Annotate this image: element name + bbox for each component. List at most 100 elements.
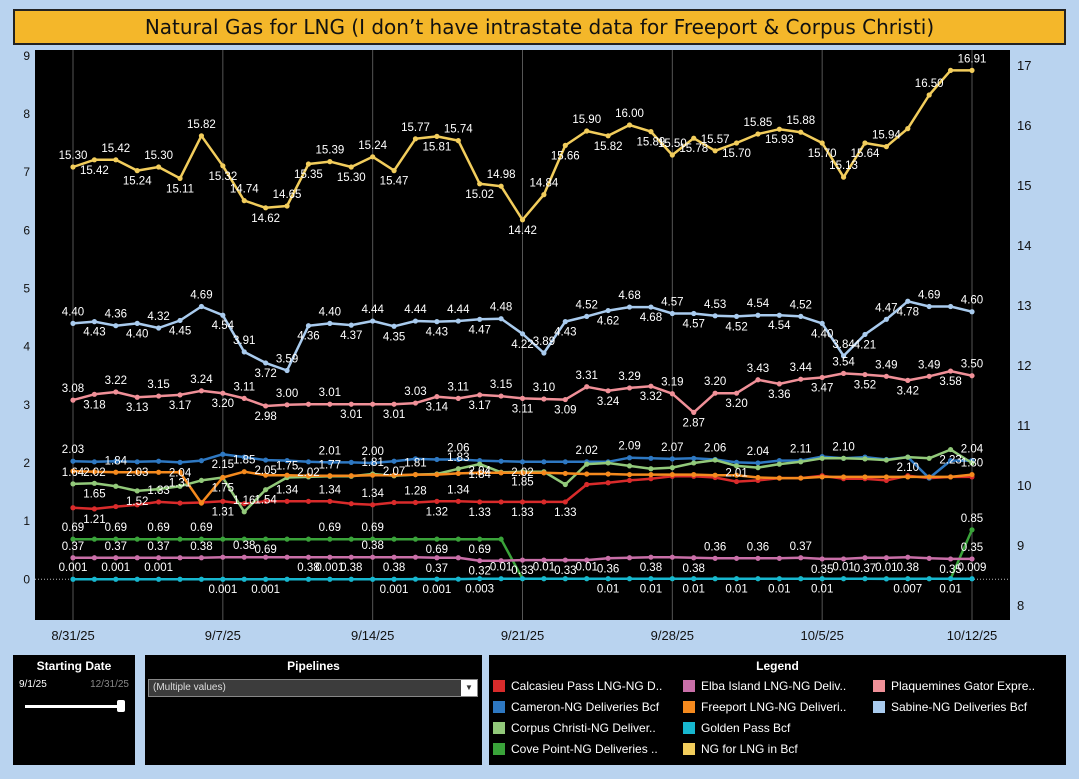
- data-label: 3.00: [276, 388, 298, 400]
- data-point: [862, 576, 868, 582]
- data-point: [263, 205, 269, 211]
- pipelines-select[interactable]: (Multiple values) ▼: [148, 679, 478, 697]
- data-label: 2.04: [169, 467, 192, 479]
- data-point: [177, 555, 183, 561]
- data-label: 3.91: [233, 335, 255, 347]
- legend-label: Elba Island LNG-NG Deliv..: [701, 678, 847, 693]
- legend-item[interactable]: [873, 719, 1063, 736]
- legend-item[interactable]: NG for LNG in Bcf: [683, 740, 873, 757]
- data-point: [327, 459, 333, 465]
- data-label: 4.47: [468, 324, 490, 336]
- data-point: [969, 576, 975, 582]
- data-label: 2.02: [576, 445, 598, 457]
- data-point: [798, 576, 804, 582]
- data-point: [113, 469, 119, 475]
- data-label: 15.81: [422, 141, 451, 153]
- data-point: [969, 67, 975, 73]
- data-point: [905, 298, 911, 304]
- data-point: [947, 576, 954, 582]
- legend-item[interactable]: Calcasieu Pass LNG-NG D..: [493, 677, 683, 694]
- data-label: 0.001: [380, 584, 409, 596]
- data-point: [284, 536, 290, 542]
- data-point: [284, 498, 290, 504]
- data-point: [776, 312, 782, 318]
- data-point: [969, 556, 975, 562]
- data-label: 15.93: [765, 134, 794, 146]
- data-point: [434, 555, 440, 561]
- data-point: [91, 576, 98, 582]
- data-point: [648, 383, 654, 389]
- data-point: [348, 536, 354, 542]
- legend-item[interactable]: Corpus Christi-NG Deliver..: [493, 719, 683, 736]
- dropdown-arrow-icon[interactable]: ▼: [461, 680, 477, 696]
- date-slider-handle[interactable]: [117, 700, 125, 712]
- data-point: [370, 472, 376, 478]
- data-point: [156, 458, 162, 464]
- data-label: 0.69: [190, 522, 212, 534]
- y-right-tick-label: 17: [1017, 58, 1031, 73]
- data-point: [434, 536, 440, 542]
- legend-item[interactable]: Golden Pass Bcf: [683, 719, 873, 736]
- data-point: [819, 576, 825, 582]
- legend-item[interactable]: Plaquemines Gator Expre..: [873, 677, 1063, 694]
- data-point: [327, 320, 333, 326]
- legend-item[interactable]: Elba Island LNG-NG Deliv..: [683, 677, 873, 694]
- legend-item[interactable]: Cove Point-NG Deliveries ..: [493, 740, 683, 757]
- data-label: 3.49: [918, 359, 940, 371]
- data-point: [134, 168, 140, 174]
- data-point: [370, 154, 376, 160]
- data-point: [241, 509, 247, 515]
- data-point: [883, 144, 889, 150]
- data-label: 0.36: [747, 541, 769, 553]
- data-point: [840, 174, 847, 180]
- data-point: [626, 463, 633, 469]
- legend-item[interactable]: Cameron-NG Deliveries Bcf: [493, 698, 683, 715]
- legend-item[interactable]: Freeport LNG-NG Deliveri..: [683, 698, 873, 715]
- data-point: [498, 536, 504, 542]
- data-label: 4.45: [169, 325, 191, 337]
- data-point: [819, 374, 825, 381]
- data-point: [819, 320, 825, 326]
- data-point: [113, 458, 119, 464]
- data-point: [669, 456, 675, 462]
- data-label: 15.02: [465, 189, 494, 201]
- data-point: [477, 392, 483, 398]
- data-label: 3.20: [212, 398, 234, 410]
- data-point: [70, 505, 76, 511]
- data-point: [263, 536, 269, 542]
- data-point: [305, 554, 312, 560]
- data-point: [605, 576, 611, 582]
- y-right-tick-label: 16: [1017, 118, 1031, 133]
- data-point: [733, 555, 740, 561]
- start-date-to: 12/31/25: [90, 679, 129, 690]
- data-point: [733, 478, 740, 485]
- data-point: [776, 126, 782, 132]
- data-point: [819, 556, 825, 562]
- data-point: [412, 400, 419, 406]
- data-point: [327, 498, 333, 504]
- x-tick-label: 10/5/25: [800, 628, 843, 643]
- data-point: [691, 471, 697, 478]
- data-point: [498, 576, 504, 582]
- y-left-tick-label: 2: [23, 456, 30, 470]
- data-label: 15.47: [380, 176, 409, 188]
- data-point: [712, 472, 718, 478]
- date-slider-track[interactable]: [25, 705, 117, 708]
- data-point: [284, 402, 290, 408]
- legend-swatch: [873, 700, 885, 713]
- data-point: [755, 474, 761, 481]
- data-point: [198, 388, 205, 394]
- data-point: [905, 554, 911, 560]
- data-point: [562, 470, 568, 477]
- data-point: [947, 67, 954, 73]
- data-point: [455, 536, 461, 542]
- data-label: 3.11: [448, 381, 470, 393]
- data-label: 3.49: [875, 359, 897, 371]
- data-label: 0.38: [340, 562, 362, 574]
- data-label: 15.70: [808, 148, 837, 160]
- data-label: 3.14: [426, 402, 449, 414]
- data-point: [198, 555, 205, 561]
- legend-item[interactable]: Sabine-NG Deliveries Bcf: [873, 698, 1063, 715]
- data-point: [798, 555, 804, 561]
- data-point: [669, 465, 675, 471]
